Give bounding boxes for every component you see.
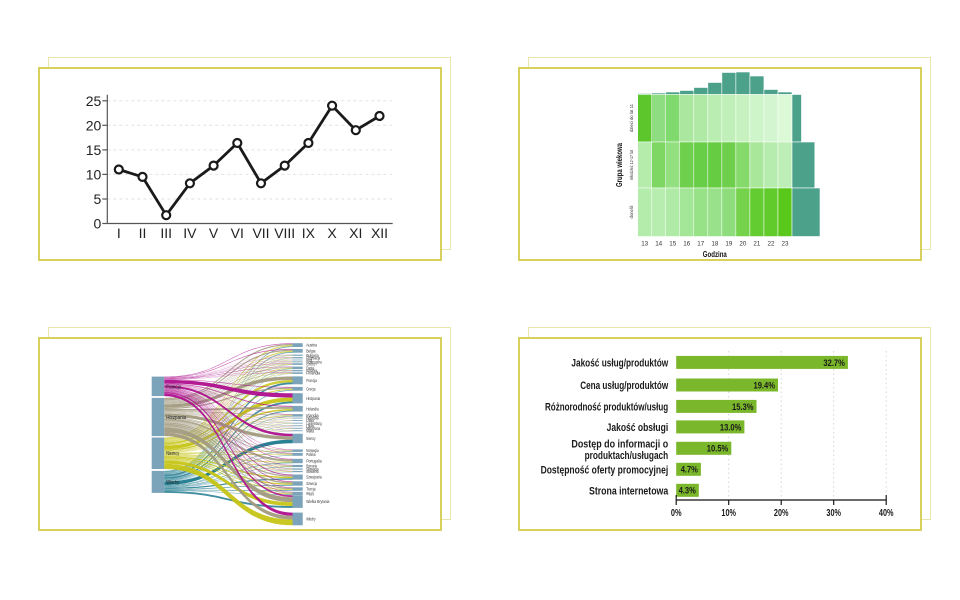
svg-text:15: 15: [86, 142, 102, 158]
svg-text:Macedonia: Macedonia: [306, 426, 320, 431]
svg-text:Rumunia: Rumunia: [306, 464, 317, 469]
svg-text:Finlandia: Finlandia: [306, 371, 321, 376]
svg-text:5: 5: [94, 191, 102, 207]
svg-text:Francja: Francja: [306, 378, 317, 383]
svg-text:13: 13: [641, 241, 648, 248]
svg-text:20%: 20%: [774, 507, 789, 519]
svg-text:Dostępność oferty promocyjnej: Dostępność oferty promocyjnej: [541, 464, 669, 476]
svg-text:19: 19: [725, 241, 732, 248]
svg-text:Strona internetowa: Strona internetowa: [589, 485, 669, 497]
svg-text:dzieci do lat 11: dzieci do lat 11: [629, 104, 634, 132]
svg-text:Włochy: Włochy: [166, 480, 179, 486]
svg-text:Słowacja: Słowacja: [306, 467, 319, 472]
svg-text:produktach/usługach: produktach/usługach: [585, 450, 669, 462]
svg-text:Czarnogóra: Czarnogóra: [306, 360, 322, 365]
svg-text:15: 15: [669, 241, 676, 248]
svg-text:I: I: [117, 225, 121, 241]
svg-text:XII: XII: [371, 225, 388, 241]
svg-text:15.3%: 15.3%: [732, 402, 754, 413]
svg-text:Litwa: Litwa: [306, 418, 314, 423]
svg-text:Polska: Polska: [306, 452, 316, 457]
svg-text:Holandia: Holandia: [306, 406, 319, 411]
svg-text:Luksemburg: Luksemburg: [306, 421, 322, 426]
svg-text:Różnorodność produktów/usług: Różnorodność produktów/usług: [545, 401, 668, 413]
svg-text:10: 10: [86, 166, 102, 182]
svg-text:Islandia: Islandia: [306, 416, 319, 421]
svg-text:Hiszpania: Hiszpania: [166, 415, 187, 421]
svg-text:Cena usług/produktów: Cena usług/produktów: [580, 380, 668, 392]
svg-text:VIII: VIII: [274, 225, 295, 241]
svg-text:17: 17: [697, 241, 704, 248]
svg-text:18: 18: [711, 241, 718, 248]
svg-text:Czechy: Czechy: [306, 362, 316, 367]
svg-text:40%: 40%: [879, 507, 894, 519]
svg-text:Grupa wiekowa: Grupa wiekowa: [615, 142, 624, 187]
svg-text:Jakość usług/produktów: Jakość usług/produktów: [571, 357, 668, 369]
svg-text:13.0%: 13.0%: [720, 422, 742, 433]
svg-text:V: V: [209, 225, 219, 241]
svg-text:4.3%: 4.3%: [679, 486, 697, 497]
svg-text:Słowenia: Słowenia: [306, 469, 319, 474]
svg-text:Niemcy: Niemcy: [166, 451, 179, 457]
svg-text:Norwegia: Norwegia: [306, 448, 319, 453]
svg-text:25: 25: [86, 93, 102, 109]
svg-text:IV: IV: [183, 225, 197, 241]
svg-text:Łotwa: Łotwa: [306, 423, 314, 428]
svg-text:Chorwacja: Chorwacja: [306, 355, 320, 360]
svg-text:VII: VII: [252, 225, 269, 241]
svg-text:Bułgaria: Bułgaria: [306, 353, 319, 358]
svg-text:14: 14: [655, 241, 662, 248]
svg-text:Wielka Brytania: Wielka Brytania: [306, 499, 330, 504]
svg-text:0%: 0%: [671, 507, 682, 519]
svg-text:Niemcy: Niemcy: [306, 436, 316, 441]
svg-text:Portugalia: Portugalia: [306, 459, 322, 464]
svg-text:20: 20: [86, 117, 102, 133]
svg-text:Szwajcaria: Szwajcaria: [306, 475, 322, 480]
svg-text:XI: XI: [349, 225, 362, 241]
svg-text:22: 22: [768, 241, 775, 248]
svg-text:23: 23: [782, 241, 789, 248]
svg-text:10%: 10%: [721, 507, 736, 519]
svg-text:III: III: [160, 225, 172, 241]
svg-text:Malta: Malta: [306, 428, 314, 433]
svg-text:Hiszpania: Hiszpania: [306, 396, 321, 401]
svg-text:0: 0: [94, 216, 102, 232]
svg-text:Belgia: Belgia: [306, 348, 316, 353]
svg-text:II: II: [139, 225, 147, 241]
svg-text:Irlandia: Irlandia: [306, 413, 319, 418]
svg-text:X: X: [327, 225, 337, 241]
svg-text:Estonia: Estonia: [306, 368, 317, 373]
svg-text:Cypr: Cypr: [306, 358, 313, 363]
svg-text:Dania: Dania: [306, 366, 314, 371]
svg-text:Austria: Austria: [306, 343, 317, 348]
svg-text:Włochy: Włochy: [306, 517, 316, 522]
svg-text:32.7%: 32.7%: [823, 358, 845, 369]
svg-text:4.7%: 4.7%: [681, 465, 699, 476]
svg-text:IX: IX: [302, 225, 316, 241]
svg-text:Węgry: Węgry: [306, 491, 314, 496]
svg-text:10.5%: 10.5%: [707, 444, 729, 455]
svg-text:Turcja: Turcja: [306, 487, 316, 492]
svg-text:Dostęp do informacji o: Dostęp do informacji o: [571, 438, 668, 450]
svg-text:Jakość obsługi: Jakość obsługi: [607, 422, 669, 434]
svg-text:16: 16: [683, 241, 690, 248]
svg-text:Francja: Francja: [166, 384, 182, 390]
svg-text:19.4%: 19.4%: [754, 380, 776, 391]
svg-text:Szwecja: Szwecja: [306, 481, 317, 486]
svg-text:młodzież 12-17 lat: młodzież 12-17 lat: [629, 149, 634, 180]
svg-text:30%: 30%: [826, 507, 841, 519]
svg-text:Grecja: Grecja: [306, 386, 316, 391]
svg-text:21: 21: [753, 241, 760, 248]
svg-text:20: 20: [739, 241, 746, 248]
svg-text:Godzina: Godzina: [703, 250, 728, 259]
svg-text:VI: VI: [231, 225, 244, 241]
svg-text:dorośli: dorośli: [629, 206, 634, 219]
